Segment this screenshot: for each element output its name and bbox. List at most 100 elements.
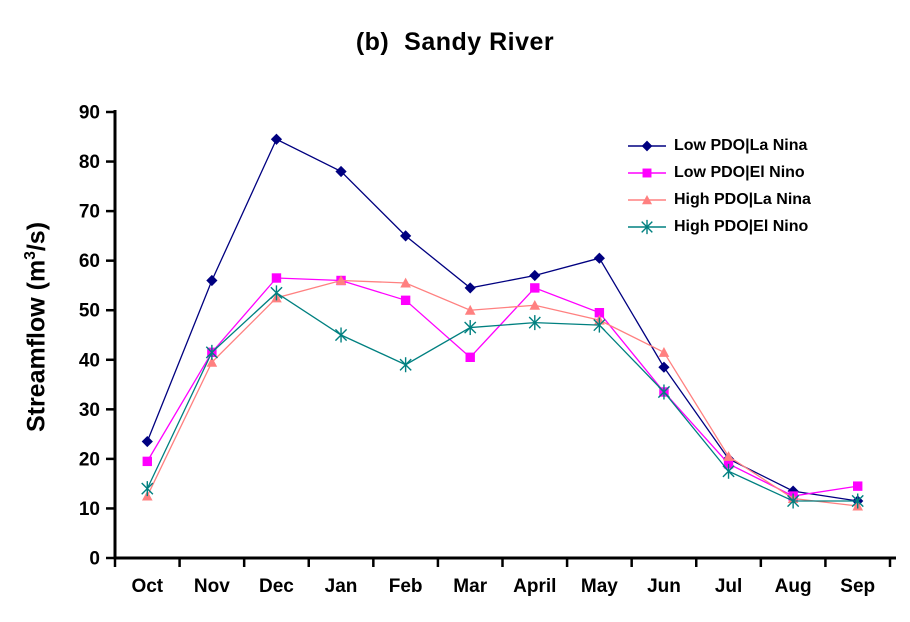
data-point-marker <box>465 352 475 362</box>
legend-item: Low PDO|El Nino <box>627 159 811 186</box>
legend-label: Low PDO|El Nino <box>674 163 805 181</box>
diamond-marker-icon <box>400 230 412 242</box>
legend-item: High PDO|El Nino <box>627 213 811 240</box>
legend-label: Low PDO|La Nina <box>674 136 808 154</box>
data-point-marker <box>141 481 154 497</box>
data-point-marker <box>270 133 283 145</box>
x-tick-label: May <box>581 576 618 597</box>
y-tick-label: 0 <box>89 549 100 570</box>
data-point-marker <box>657 384 671 400</box>
star-marker-icon <box>334 328 348 342</box>
data-point-marker <box>334 327 348 343</box>
legend-marker-icon <box>628 168 666 177</box>
square-marker-icon <box>271 273 282 283</box>
triangle-marker-icon <box>658 347 670 357</box>
legend-label: High PDO|El Nino <box>674 217 809 235</box>
data-point-marker <box>658 361 670 373</box>
x-tick-label: Sep <box>840 576 875 597</box>
diamond-marker-icon <box>270 133 283 145</box>
y-tick-label: 30 <box>79 400 100 421</box>
triangle-marker-icon <box>206 356 218 367</box>
square-marker-icon <box>853 481 863 491</box>
diamond-marker-icon <box>464 282 476 294</box>
data-point-marker <box>270 285 283 301</box>
data-point-marker <box>142 456 152 467</box>
star-marker-icon <box>205 346 218 359</box>
x-tick-label: Aug <box>775 576 812 597</box>
star-marker-icon <box>787 494 800 508</box>
diamond-marker-icon <box>787 485 799 497</box>
data-point-marker <box>464 282 476 294</box>
y-tick-label: 20 <box>79 449 100 470</box>
legend-marker-icon <box>628 194 666 204</box>
data-point-marker <box>141 435 153 448</box>
series-line <box>146 277 858 497</box>
series-line <box>146 279 858 507</box>
star-marker-icon <box>270 286 283 299</box>
x-tick-label: Jul <box>715 576 742 597</box>
chart-title: (b) Sandy River <box>355 28 555 56</box>
series-high-pdo-la-nina <box>141 275 864 511</box>
triangle-marker-icon <box>335 275 347 285</box>
diamond-marker-icon <box>529 269 541 282</box>
square-marker-icon <box>530 283 540 293</box>
data-point-marker <box>853 481 863 491</box>
data-point-marker <box>530 283 540 293</box>
x-tick-label: Jan <box>325 576 358 597</box>
triangle-marker-icon <box>400 277 411 288</box>
data-point-marker <box>529 299 541 310</box>
legend-marker <box>642 168 652 177</box>
data-point-marker <box>723 451 734 461</box>
star-marker-icon <box>593 318 606 332</box>
data-point-marker <box>206 356 218 367</box>
data-point-marker <box>400 295 411 306</box>
data-point-marker <box>658 347 670 357</box>
data-point-marker <box>593 252 605 264</box>
legend-marker <box>641 140 653 151</box>
x-tick-label: Oct <box>131 576 163 597</box>
triangle-marker-icon <box>529 299 541 310</box>
series-line <box>146 292 858 502</box>
legend-marker <box>641 194 653 204</box>
diamond-marker-icon <box>658 361 670 373</box>
data-point-marker <box>399 357 412 373</box>
star-marker-icon <box>851 494 864 508</box>
diamond-marker-icon <box>335 165 347 178</box>
data-point-marker <box>787 493 800 509</box>
data-point-marker <box>464 320 477 336</box>
data-point-marker <box>205 344 218 360</box>
data-point-marker <box>335 165 347 178</box>
data-point-marker <box>851 493 864 509</box>
data-point-marker <box>593 317 606 333</box>
star-marker-icon <box>722 465 735 478</box>
legend-marker-icon <box>628 219 666 234</box>
data-point-marker <box>400 277 411 288</box>
data-point-marker <box>271 273 282 283</box>
square-marker-icon <box>400 295 411 306</box>
star-marker-icon <box>399 358 412 371</box>
legend-label: High PDO|La Nina <box>674 190 811 208</box>
x-tick-label: Mar <box>453 576 487 597</box>
star-marker-icon <box>141 482 154 495</box>
data-point-marker <box>400 230 412 242</box>
y-tick-label: 80 <box>79 152 100 173</box>
x-tick-label: April <box>513 576 556 597</box>
diamond-marker-icon <box>141 435 153 448</box>
data-point-marker <box>787 485 799 497</box>
x-tick-label: Jun <box>647 576 681 597</box>
square-marker-icon <box>465 352 475 362</box>
data-point-marker <box>594 308 605 318</box>
square-marker-icon <box>594 308 605 318</box>
data-point-marker <box>335 275 347 285</box>
legend: Low PDO|La Nina Low PDO|El Nino High PDO… <box>627 132 811 240</box>
diamond-marker-icon <box>206 274 218 287</box>
legend-marker-icon <box>628 140 666 151</box>
triangle-marker-icon <box>723 451 734 461</box>
square-marker-icon <box>142 456 152 467</box>
series-high-pdo-el-nino <box>141 285 864 509</box>
y-tick-label: 50 <box>79 301 100 322</box>
y-tick-label: 70 <box>79 202 100 223</box>
legend-item: High PDO|La Nina <box>627 186 811 213</box>
